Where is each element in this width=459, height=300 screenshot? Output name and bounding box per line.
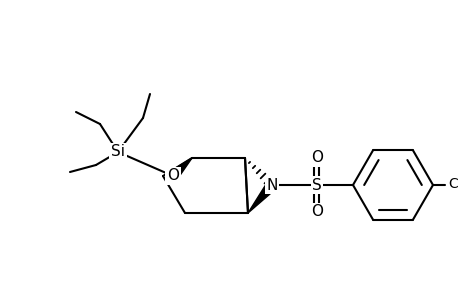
Text: O: O — [167, 169, 179, 184]
Polygon shape — [169, 158, 191, 180]
Text: N: N — [266, 178, 277, 193]
Text: O: O — [310, 205, 322, 220]
Text: Si: Si — [111, 145, 125, 160]
Text: CH$_3$: CH$_3$ — [447, 177, 459, 193]
Text: S: S — [312, 178, 321, 193]
Polygon shape — [247, 182, 275, 213]
Text: O: O — [310, 151, 322, 166]
